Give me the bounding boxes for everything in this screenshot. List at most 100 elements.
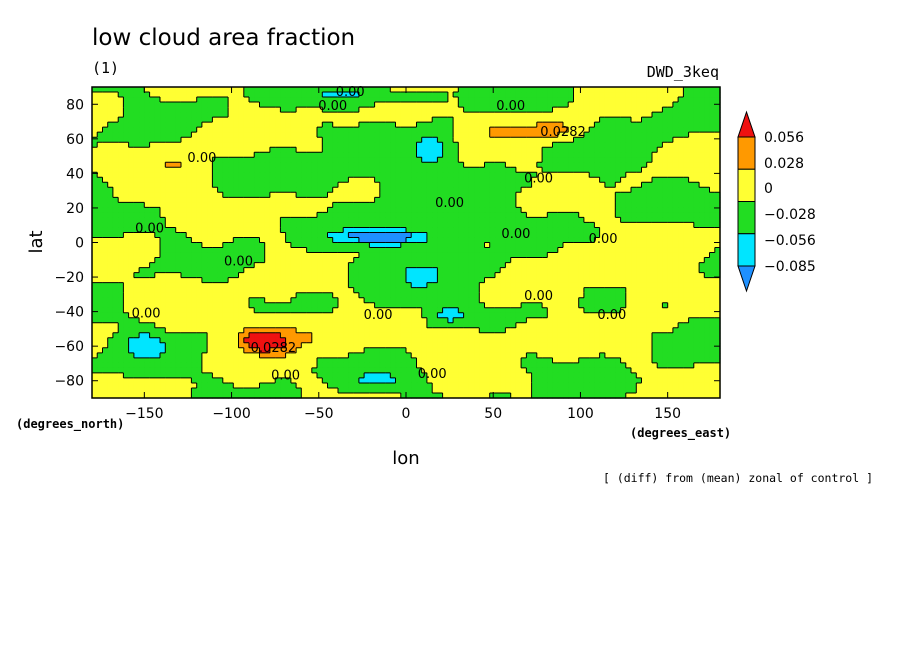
field-cell [243,277,250,284]
field-cell [453,182,459,188]
field-cell [343,157,350,163]
field-cell [107,127,114,133]
field-cell [479,242,486,249]
field-cell [479,262,486,269]
field-cell [578,227,585,234]
field-cell [102,142,109,148]
field-cell [290,87,297,93]
field-cell [416,267,423,274]
field-cell [631,172,637,178]
field-cell [118,172,124,178]
field-cell [290,227,297,234]
field-cell [196,267,203,274]
field-cell [290,117,297,123]
field-cell [311,92,318,98]
field-cell [186,172,193,178]
field-cell [385,207,391,214]
field-cell [133,242,140,249]
field-cell [301,97,308,103]
field-cell [191,257,198,264]
field-cell [128,182,135,188]
field-cell [657,177,664,183]
field-cell [112,122,119,128]
field-cell [500,247,507,254]
field-cell [290,242,297,249]
field-cell [437,207,444,214]
field-cell [620,187,627,193]
field-cell [416,272,423,279]
field-cell [683,152,690,158]
field-cell [275,247,281,254]
field-cell [133,247,140,254]
field-cell [474,87,480,93]
field-cell [170,162,177,168]
field-cell [212,202,219,208]
field-cell [599,117,606,123]
field-cell [400,227,407,234]
field-cell [144,282,151,289]
field-cell [578,102,585,108]
field-cell [264,207,271,214]
field-cell [631,262,637,269]
field-cell [568,222,575,229]
field-cell [526,222,533,229]
field-cell [515,267,522,274]
field-cell [249,162,255,168]
field-cell [296,97,302,103]
field-cell [573,227,580,234]
field-cell [505,247,512,254]
field-cell [92,232,98,239]
field-cell [453,272,459,279]
field-cell [515,117,522,123]
field-cell [317,117,323,123]
field-cell [641,167,648,173]
field-cell [510,262,517,269]
field-cell [447,142,454,148]
field-cell [301,182,308,188]
field-cell [280,97,287,103]
field-cell [442,157,449,163]
field-cell [620,272,627,279]
field-cell [589,107,595,113]
field-cell [688,227,695,234]
field-cell [160,267,166,274]
field-cell [651,192,658,198]
field-cell [599,122,606,128]
field-cell [573,182,580,188]
field-cell [311,137,318,143]
field-cell [102,267,109,274]
field-cell [542,217,548,224]
field-cell [521,262,527,269]
field-cell [107,177,114,183]
field-cell [578,262,585,269]
field-cell [254,292,261,299]
field-cell [327,162,334,168]
field-cell [112,97,119,103]
field-cell [290,172,297,178]
field-cell [280,257,287,264]
field-cell [97,277,104,284]
field-cell [264,97,271,103]
field-cell [479,222,486,229]
field-cell [573,132,580,138]
field-cell [521,242,527,249]
field-cell [259,292,266,299]
field-cell [636,92,643,98]
field-cell [594,172,601,178]
field-cell [285,152,292,158]
field-cell [651,187,658,193]
field-cell [317,217,323,224]
field-cell [217,252,224,259]
field-cell [625,207,632,214]
field-cell [468,112,475,118]
field-cell [306,242,313,249]
field-cell [222,122,229,128]
field-cell [416,102,423,108]
field-cell [631,132,637,138]
field-cell [479,92,486,98]
field-cell [311,272,318,279]
field-cell [662,197,669,203]
field-cell [149,277,156,284]
field-cell [610,217,616,224]
field-cell [453,162,459,168]
